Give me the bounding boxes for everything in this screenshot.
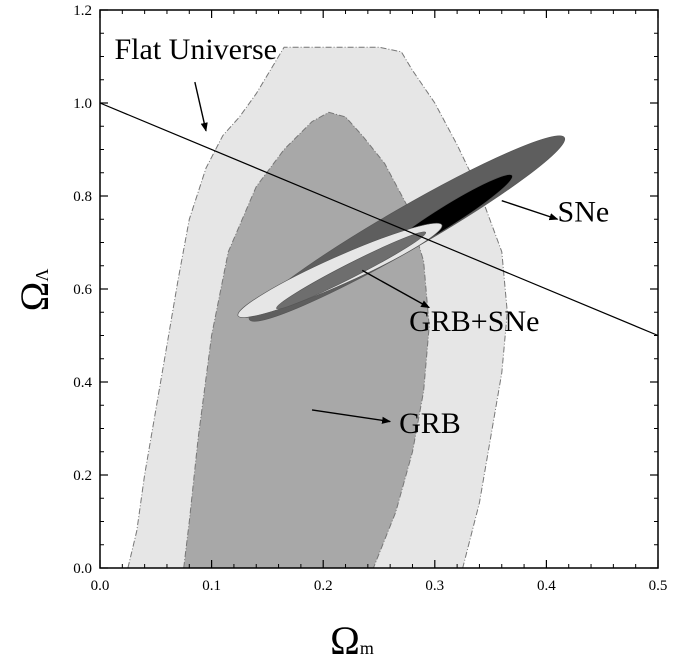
x-tick-label: 0.3 — [425, 578, 444, 594]
x-tick-label: 0.1 — [202, 578, 221, 594]
y-tick-label: 1.2 — [73, 3, 92, 19]
y-tick-label: 1.0 — [73, 96, 92, 112]
x-axis-title: Ωm — [330, 618, 374, 661]
y-tick-label: 0.6 — [73, 282, 92, 298]
annotations: Flat Universe SNe GRB+SNe GRB — [115, 33, 610, 440]
y-tick-label: 0.2 — [73, 468, 92, 484]
y-tick-label: 0.4 — [73, 375, 92, 391]
x-tick-label: 0.2 — [314, 578, 333, 594]
region-combined-inner — [276, 231, 427, 310]
y-axis-title: ΩΛ — [12, 269, 57, 312]
arrow-flat — [194, 81, 208, 132]
x-tick-label: 0.5 — [649, 578, 668, 594]
x-tick-label: 0.0 — [91, 578, 110, 594]
arrow-sne — [501, 199, 559, 221]
arrow-combined — [361, 269, 431, 309]
label-combined: GRB+SNe — [409, 305, 539, 338]
region-grb-inner — [183, 111, 430, 568]
label-sne: SNe — [558, 196, 610, 229]
flat-universe-line — [100, 102, 658, 337]
label-flat: Flat Universe — [115, 33, 277, 66]
axis-ticks: 0.0 0.1 0.2 0.3 0.4 0.5 0.0 0.2 0.4 0.6 0.8 1.0 1.2 — [73, 3, 667, 594]
y-tick-label: 0.8 — [73, 189, 92, 205]
flat-universe-layer — [100, 102, 658, 337]
arrow-grb — [311, 409, 392, 424]
y-tick-label: 0.0 — [73, 561, 92, 577]
confidence-regions — [127, 46, 566, 568]
x-tick-label: 0.4 — [537, 578, 556, 594]
label-grb: GRB — [399, 407, 461, 440]
